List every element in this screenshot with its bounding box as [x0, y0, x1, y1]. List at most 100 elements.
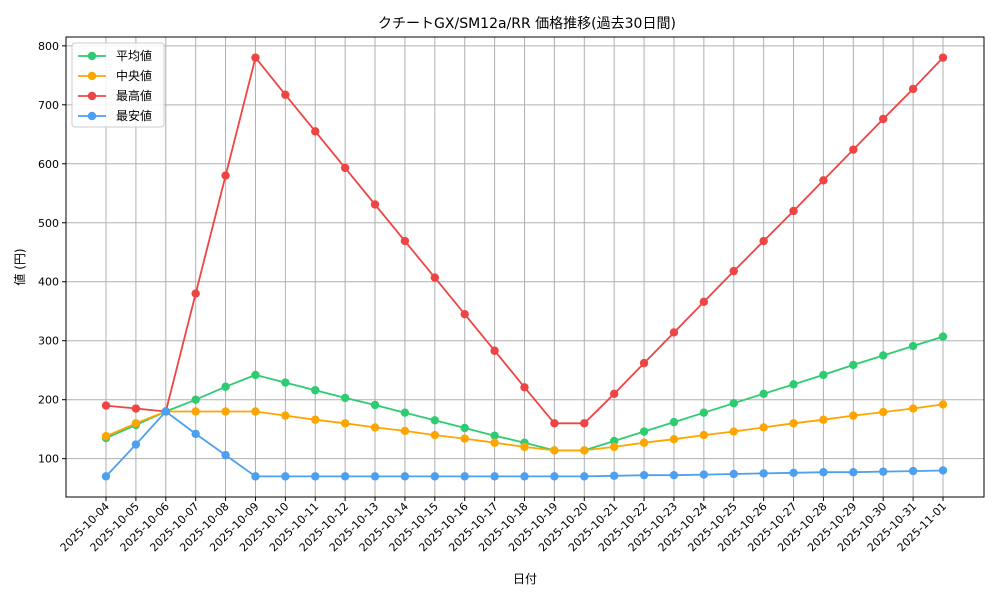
- data-point: [789, 206, 798, 216]
- data-point: [460, 309, 469, 319]
- data-point: [669, 470, 679, 480]
- data-point: [908, 341, 918, 351]
- data-point: [281, 90, 290, 99]
- data-point: [639, 358, 649, 368]
- data-point: [370, 423, 380, 432]
- data-point: [699, 297, 709, 306]
- data-point: [669, 328, 679, 337]
- data-point: [609, 442, 619, 452]
- data-point: [639, 470, 649, 480]
- data-point: [609, 471, 619, 480]
- data-point: [789, 419, 798, 428]
- y-axis-ticks: 100 200 300 400 500 600 700 800: [38, 40, 66, 466]
- data-point: [639, 427, 649, 436]
- data-point: [849, 145, 858, 154]
- data-point: [221, 407, 230, 416]
- data-point: [221, 450, 230, 460]
- data-point: [281, 411, 290, 420]
- data-point: [400, 408, 410, 417]
- data-point: [101, 432, 111, 441]
- data-point: [550, 419, 559, 428]
- data-point: [131, 440, 141, 449]
- series-3: [101, 407, 948, 481]
- data-point: [699, 430, 709, 440]
- data-point: [490, 472, 499, 481]
- data-point: [938, 53, 948, 62]
- y-tick-label: 500: [38, 217, 59, 230]
- data-point: [191, 289, 200, 298]
- data-point: [609, 436, 619, 446]
- data-point: [908, 466, 918, 476]
- data-point: [729, 266, 738, 276]
- y-axis-label: 値 (円): [12, 248, 27, 285]
- data-point: [520, 472, 529, 481]
- data-point: [340, 393, 350, 403]
- series-layer: [101, 53, 948, 481]
- data-point: [311, 127, 320, 136]
- data-point: [639, 438, 649, 447]
- data-point: [759, 469, 768, 478]
- data-point: [430, 273, 440, 282]
- data-point: [879, 407, 888, 417]
- y-tick-label: 800: [38, 40, 59, 53]
- data-point: [849, 360, 858, 370]
- data-point: [879, 114, 888, 124]
- data-point: [908, 84, 918, 94]
- data-point: [161, 407, 170, 416]
- data-point: [101, 401, 111, 410]
- data-point: [311, 472, 320, 481]
- data-point: [460, 472, 469, 481]
- data-point: [400, 236, 410, 246]
- data-point: [938, 400, 948, 409]
- data-point: [101, 472, 111, 481]
- y-tick-label: 600: [38, 158, 59, 171]
- data-point: [789, 380, 798, 389]
- data-point: [879, 351, 888, 360]
- legend-item: 中央値: [78, 68, 152, 83]
- legend-label: 平均値: [116, 48, 152, 63]
- data-point: [221, 171, 230, 180]
- legend-item: 平均値: [78, 48, 152, 63]
- data-point: [729, 399, 738, 408]
- data-point: [191, 429, 200, 439]
- legend-label: 最高値: [116, 88, 152, 103]
- data-point: [819, 468, 828, 477]
- data-point: [849, 411, 858, 420]
- data-point: [819, 415, 828, 424]
- data-point: [311, 415, 320, 424]
- data-point: [251, 472, 260, 481]
- data-point: [131, 404, 141, 413]
- data-point: [251, 407, 260, 416]
- data-point: [609, 389, 619, 398]
- data-point: [938, 332, 948, 341]
- legend-item: 最安値: [78, 108, 152, 123]
- legend-label: 中央値: [116, 68, 152, 83]
- x-axis-ticks: 2025-10-042025-10-052025-10-062025-10-07…: [58, 497, 949, 554]
- data-point: [789, 468, 798, 478]
- legend-item: 最高値: [78, 88, 152, 103]
- data-point: [251, 370, 260, 380]
- legend-box: [71, 42, 165, 128]
- data-point: [520, 442, 529, 452]
- data-point: [281, 472, 290, 481]
- data-point: [490, 431, 499, 440]
- x-axis-label: 日付: [513, 572, 537, 586]
- data-point: [460, 434, 469, 443]
- data-point: [370, 472, 380, 481]
- data-point: [490, 438, 499, 447]
- data-point: [251, 53, 260, 62]
- data-point: [520, 383, 529, 392]
- data-point: [400, 426, 410, 436]
- data-point: [550, 472, 559, 481]
- data-point: [370, 400, 380, 410]
- y-tick-label: 700: [38, 99, 59, 112]
- data-point: [729, 427, 738, 436]
- data-point: [340, 419, 350, 428]
- series-1: [101, 400, 948, 455]
- data-point: [699, 470, 709, 479]
- y-tick-label: 200: [38, 394, 59, 407]
- data-point: [849, 468, 858, 477]
- data-point: [908, 404, 918, 413]
- data-point: [819, 370, 828, 380]
